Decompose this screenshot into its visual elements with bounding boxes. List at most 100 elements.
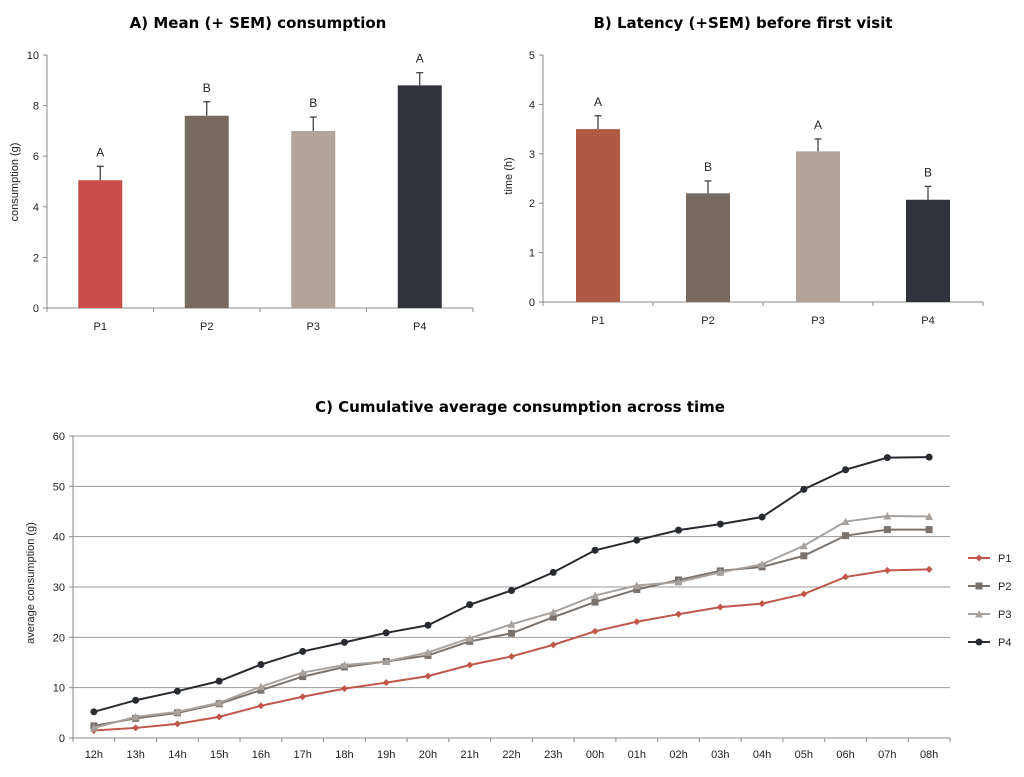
x-tick-label: 18h <box>335 749 353 761</box>
significance-letter: B <box>203 81 211 95</box>
data-point-p3 <box>465 634 474 642</box>
data-point-p3 <box>841 517 850 526</box>
data-point-p4 <box>173 687 181 695</box>
x-tick-label: P1 <box>94 321 107 333</box>
bar-p2 <box>686 193 730 302</box>
legend-item-p4: P4 <box>968 637 1011 649</box>
x-tick-label: P3 <box>307 321 320 333</box>
data-point-p1 <box>758 600 766 608</box>
y-tick-label: 4 <box>529 99 535 111</box>
x-tick-label: 01h <box>628 749 646 761</box>
data-point-p1 <box>257 702 265 710</box>
legend-label: P4 <box>998 637 1011 649</box>
series-line-p4 <box>93 456 930 713</box>
data-point-p4 <box>215 677 223 685</box>
data-point-p3 <box>256 682 265 691</box>
data-point-p1 <box>173 720 181 728</box>
chart-b: B) Latency (+SEM) before first visit 0 1 2 3… <box>503 14 984 327</box>
data-point-p2 <box>800 552 808 560</box>
bar-p3 <box>291 130 336 308</box>
y-tick-label: 4 <box>33 202 39 214</box>
series-p4 <box>90 453 933 716</box>
data-point-p2 <box>257 686 265 694</box>
data-point-p3 <box>758 560 767 568</box>
data-point-p4 <box>424 621 432 629</box>
y-tick-label: 10 <box>27 50 39 62</box>
x-tick-label: P2 <box>200 321 213 333</box>
data-point-p1 <box>591 627 599 635</box>
data-point-p3 <box>925 512 934 521</box>
x-tick-label: 07h <box>878 749 896 761</box>
data-point-p4 <box>591 546 599 554</box>
x-tick-label: P4 <box>921 315 934 327</box>
y-tick-label: 6 <box>33 151 39 163</box>
data-point-p2 <box>549 613 557 621</box>
x-tick-label: P2 <box>701 315 714 327</box>
data-point-p4 <box>633 536 641 544</box>
significance-letter: B <box>924 165 932 179</box>
legend-item-p3: P3 <box>968 609 1011 621</box>
series-p3 <box>89 512 934 732</box>
data-point-p4 <box>758 513 766 521</box>
data-point-p3 <box>716 568 725 576</box>
chart-title-b: B) Latency (+SEM) before first visit <box>593 14 892 32</box>
y-tick-label: 60 <box>53 431 65 443</box>
data-point-p4 <box>925 453 933 461</box>
data-point-p3 <box>298 668 307 677</box>
x-tick-label: 03h <box>711 749 729 761</box>
x-tick-label: 14h <box>168 749 186 761</box>
y-tick-label: 8 <box>33 101 39 113</box>
legend-label: P2 <box>998 581 1011 593</box>
data-point-p3 <box>883 512 892 520</box>
legend-label: P3 <box>998 609 1011 621</box>
data-point-p4 <box>340 638 348 646</box>
y-tick-label: 0 <box>529 297 535 309</box>
x-tick-label: 12h <box>85 749 103 761</box>
x-tick-label: 21h <box>461 749 479 761</box>
series-p2 <box>90 526 933 730</box>
data-point-p3 <box>89 723 98 732</box>
significance-letter: A <box>814 118 822 132</box>
x-tick-label: 15h <box>210 749 228 761</box>
data-point-p4 <box>842 466 850 474</box>
y-tick-label: 2 <box>33 252 39 264</box>
y-axis-label: consumption (g) <box>9 143 21 222</box>
significance-letter: A <box>416 52 424 66</box>
data-point-p2 <box>925 526 933 534</box>
data-point-p4 <box>549 568 557 576</box>
data-point-p4 <box>299 647 307 655</box>
bar-p4 <box>906 199 950 302</box>
data-point-p1 <box>925 565 933 573</box>
data-point-p3 <box>799 541 808 550</box>
x-tick-label: 22h <box>502 749 520 761</box>
series-p1 <box>90 565 933 734</box>
data-point-p2 <box>299 673 307 681</box>
data-point-p1 <box>424 672 432 680</box>
bar-p3 <box>796 151 840 302</box>
data-point-p1 <box>215 713 223 721</box>
x-tick-label: P1 <box>591 315 604 327</box>
bar-p1 <box>78 180 123 308</box>
legend-marker <box>975 638 983 646</box>
data-point-p4 <box>508 587 515 595</box>
x-tick-label: 13h <box>126 749 144 761</box>
data-point-p1 <box>716 603 724 611</box>
y-tick-label: 40 <box>53 532 65 544</box>
y-tick-label: 2 <box>529 198 535 210</box>
bar-p4 <box>397 85 442 308</box>
chart-c: C) Cumulative average consumption across… <box>25 398 1011 761</box>
legend-item-p1: P1 <box>968 553 1011 565</box>
data-point-p4 <box>675 526 683 534</box>
x-tick-label: 02h <box>669 749 687 761</box>
x-tick-label: 16h <box>252 749 270 761</box>
data-point-p1 <box>842 573 850 581</box>
data-point-p3 <box>382 657 391 665</box>
data-point-p2 <box>842 532 850 540</box>
data-point-p2 <box>883 526 891 534</box>
data-point-p2 <box>508 629 515 637</box>
bar-p2 <box>184 115 229 308</box>
chart-a: A) Mean (+ SEM) consumption 0 2 4 6 8 10 A P1 B P2… <box>9 14 474 333</box>
significance-letter: B <box>704 160 712 174</box>
legend-marker <box>975 582 983 590</box>
data-point-p4 <box>716 520 724 528</box>
